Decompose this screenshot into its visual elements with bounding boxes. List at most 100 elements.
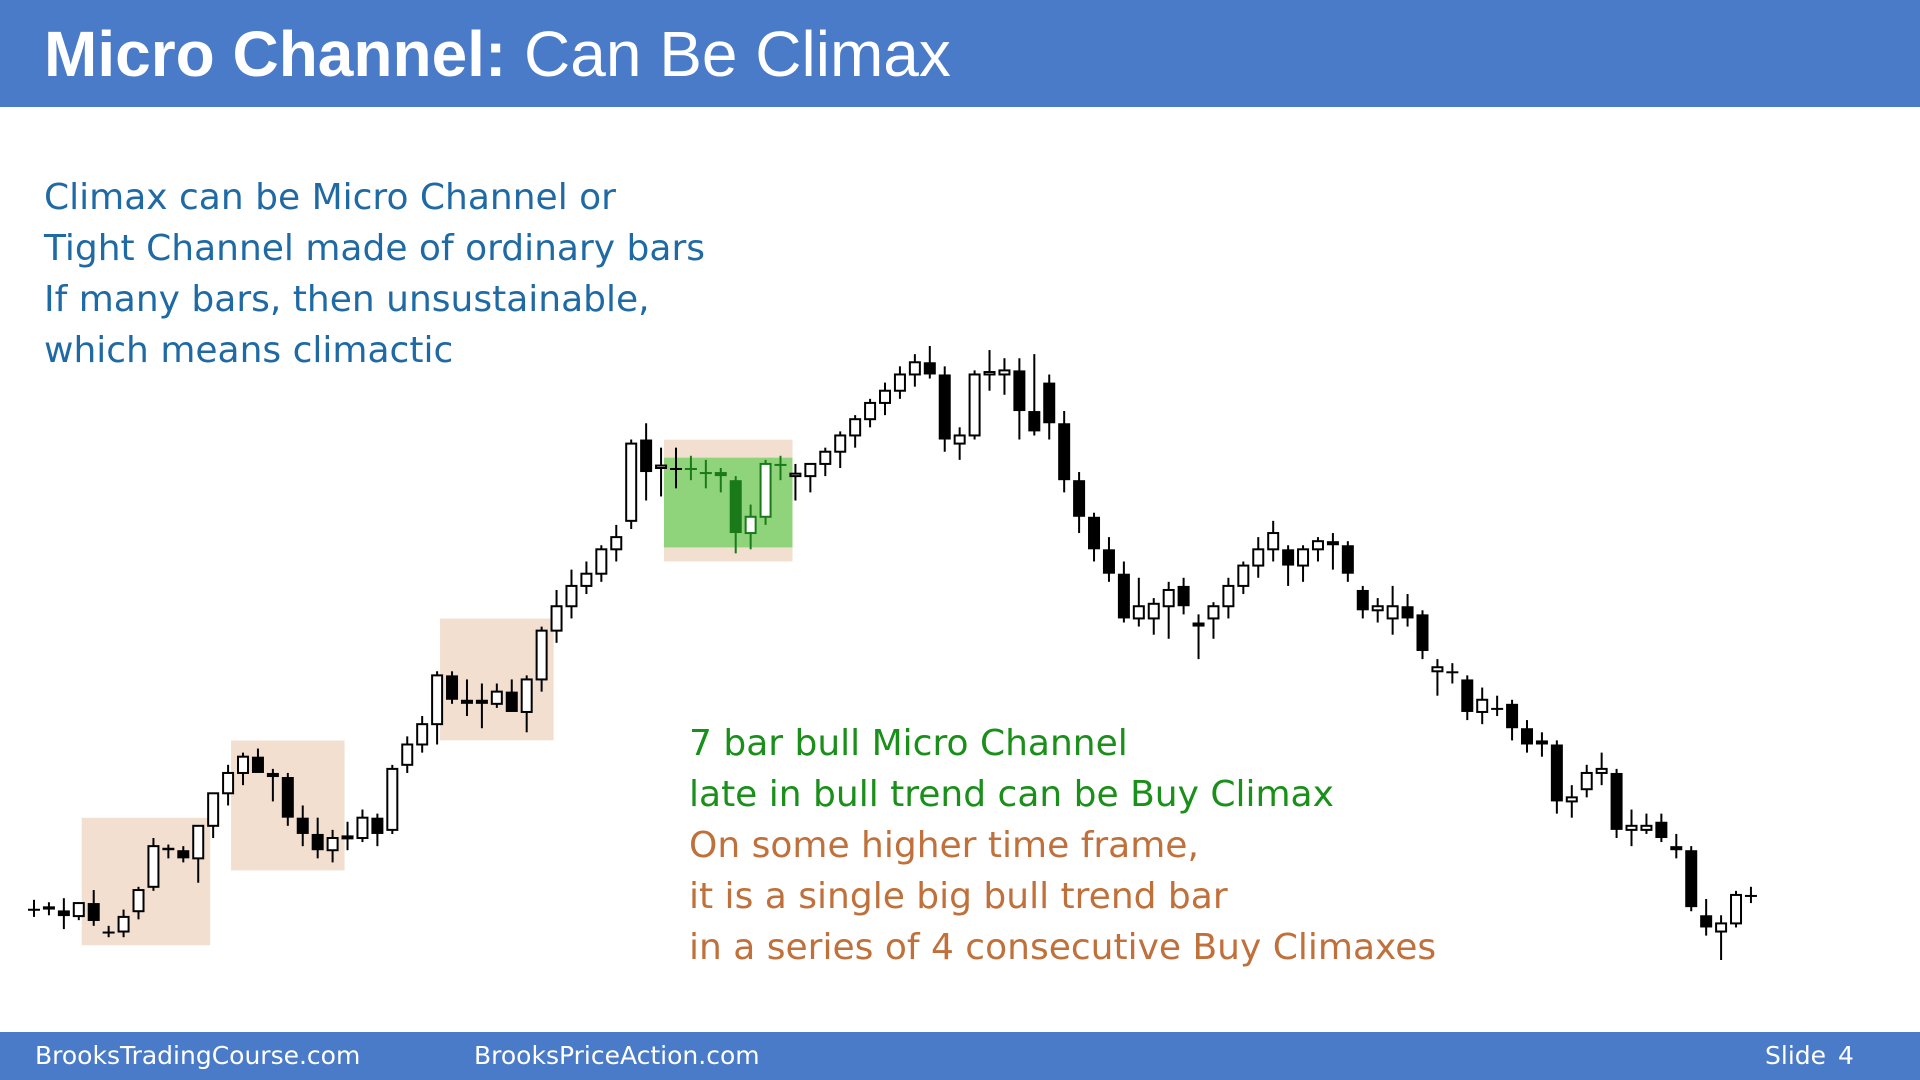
bear-candle-body <box>177 850 190 859</box>
bull-candle-body <box>117 915 130 933</box>
bear-candle-body <box>87 903 100 921</box>
footer-bar: BrooksTradingCourse.com BrooksPriceActio… <box>0 1032 1920 1080</box>
bull-candle-body <box>595 548 608 575</box>
bull-candle-body <box>953 434 966 445</box>
slide-title: Micro Channel: Can Be Climax <box>44 14 951 94</box>
bear-candle-body <box>1341 545 1354 574</box>
annotation-orange-line: it is a single big bull trend bar <box>689 876 1228 917</box>
bear-candle-body <box>774 463 787 466</box>
bull-candle-body <box>520 678 533 713</box>
bear-candle-body <box>446 675 459 700</box>
bear-candle-body <box>729 480 742 534</box>
footer-link-brookspriceaction[interactable]: BrooksPriceAction.com <box>474 1041 760 1070</box>
bear-candle-body <box>281 777 294 818</box>
bear-candle-body <box>266 772 279 778</box>
bull-candle-body <box>356 816 369 840</box>
bear-candle-body <box>1117 573 1130 619</box>
note-line: If many bars, then unsustainable, <box>44 279 650 320</box>
bull-candle-body <box>147 845 160 888</box>
bull-candle-body <box>819 450 832 465</box>
bear-candle-body <box>1058 423 1071 481</box>
bear-candle-body <box>684 467 697 470</box>
bull-candle-body <box>1386 605 1399 620</box>
bear-candle-body <box>1506 703 1519 729</box>
bear-candle-body <box>371 817 384 834</box>
bear-candle-body <box>296 817 309 834</box>
bull-candle-body <box>326 837 339 852</box>
bear-candle-body <box>1550 744 1563 802</box>
slide-number: 4 <box>1838 1041 1854 1070</box>
bear-candle-body <box>102 931 115 934</box>
bull-candle-body <box>1640 824 1653 831</box>
bull-candle-body <box>625 442 638 522</box>
bull-candle-body <box>341 835 354 840</box>
bull-candle-body <box>1311 540 1324 551</box>
bear-candle-body <box>460 699 473 704</box>
bear-candle-body <box>1028 411 1041 432</box>
bull-candle-body <box>893 373 906 392</box>
bear-candle-body <box>57 910 70 917</box>
bear-candle-body <box>1088 516 1101 550</box>
bull-candle-body <box>1297 548 1310 567</box>
slide-title-rest: Can Be Climax <box>506 18 951 90</box>
bear-candle-body <box>1685 850 1698 908</box>
bear-candle-body <box>505 691 518 712</box>
note-line: which means climactic <box>44 330 454 371</box>
bull-candle-body <box>580 572 593 587</box>
note-line: Tight Channel made of ordinary bars <box>44 228 706 269</box>
bear-candle-body <box>1521 728 1533 745</box>
climax-highlight-box <box>440 618 554 741</box>
bear-candle-body <box>1744 894 1757 897</box>
bull-candle-body <box>132 889 145 913</box>
bull-candle-body <box>1162 588 1175 608</box>
bull-candle-body <box>207 792 220 827</box>
bear-candle-body <box>1192 622 1205 627</box>
bear-candle-body <box>311 833 324 851</box>
bear-candle-body <box>1401 606 1414 619</box>
footer-link-brookstradingcourse[interactable]: BrooksTradingCourse.com <box>35 1041 361 1070</box>
bear-candle-body <box>1043 382 1056 424</box>
bear-candle-body <box>162 847 175 851</box>
bull-candle-body <box>834 434 847 453</box>
bear-candle-body <box>1326 541 1339 546</box>
bull-candle-body <box>192 824 205 860</box>
bull-candle-body <box>789 472 802 478</box>
bear-candle-body <box>1177 585 1190 607</box>
title-bar: Micro Channel: Can Be Climax <box>0 0 1920 107</box>
annotation-green-line: 7 bar bull Micro Channel <box>689 723 1128 764</box>
bear-candle-body <box>1655 821 1668 839</box>
bear-candle-body <box>1610 772 1623 830</box>
bear-candle-body <box>1102 549 1115 574</box>
bull-candle-body <box>968 373 981 437</box>
bull-candle-body <box>1371 605 1384 612</box>
bull-candle-body <box>72 902 85 918</box>
bear-candle-body <box>1446 671 1459 674</box>
annotation-orange-line: On some higher time frame, <box>689 825 1199 866</box>
bull-candle-body <box>565 584 578 608</box>
bull-candle-body <box>490 690 503 705</box>
bull-candle-body <box>237 755 250 774</box>
bull-candle-body <box>1715 922 1728 933</box>
bear-candle-body <box>1013 370 1026 412</box>
bull-candle-body <box>1565 796 1578 803</box>
bull-candle-body <box>1595 767 1608 774</box>
bear-candle-body <box>42 906 55 910</box>
bull-candle-body <box>1147 602 1160 620</box>
bear-candle-body <box>1670 846 1683 851</box>
bull-candle-body <box>1237 564 1250 587</box>
bear-candle-body <box>923 362 936 375</box>
bull-candle-body <box>759 462 772 518</box>
climax-highlight-box <box>81 817 211 946</box>
bull-candle-body <box>983 371 996 376</box>
micro-channel-annotation: 7 bar bull Micro Channel late in bull tr… <box>689 718 1436 973</box>
bear-candle-body <box>1491 707 1504 710</box>
bull-candle-body <box>744 515 757 535</box>
bear-candle-body <box>1416 614 1429 651</box>
bear-candle-body <box>1356 589 1369 611</box>
bull-candle-body <box>804 462 817 478</box>
bull-candle-body <box>1580 771 1593 791</box>
bull-candle-body <box>550 605 563 632</box>
bull-candle-body <box>1222 584 1235 608</box>
bear-candle-body <box>1535 740 1548 745</box>
bull-candle-body <box>1730 893 1743 925</box>
